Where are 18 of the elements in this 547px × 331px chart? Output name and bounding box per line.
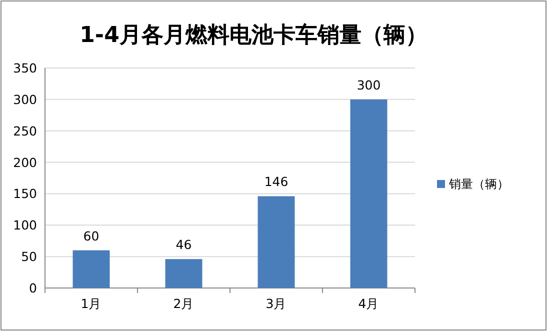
data-label: 46 — [176, 237, 192, 252]
x-tick-label: 4月 — [358, 296, 380, 311]
x-tick-label: 2月 — [173, 296, 194, 311]
legend-label: 销量（辆） — [448, 177, 509, 191]
y-tick-label: 100 — [13, 218, 38, 233]
y-tick-label: 350 — [13, 60, 38, 76]
x-tick-label: 3月 — [266, 296, 287, 311]
y-tick-label: 300 — [13, 92, 38, 107]
x-tick-label: 1月 — [80, 296, 102, 311]
y-tick-label: 0 — [29, 280, 38, 296]
data-label: 60 — [83, 228, 100, 244]
data-label: 146 — [264, 174, 288, 190]
data-label: 300 — [356, 77, 381, 92]
y-tick-label: 200 — [13, 154, 38, 170]
y-tick-label: 150 — [13, 186, 38, 202]
y-tick-label: 250 — [13, 123, 38, 138]
y-tick-label: 50 — [21, 249, 38, 264]
title: 1-4月各月燃料电池卡车销量（辆） — [80, 23, 428, 48]
